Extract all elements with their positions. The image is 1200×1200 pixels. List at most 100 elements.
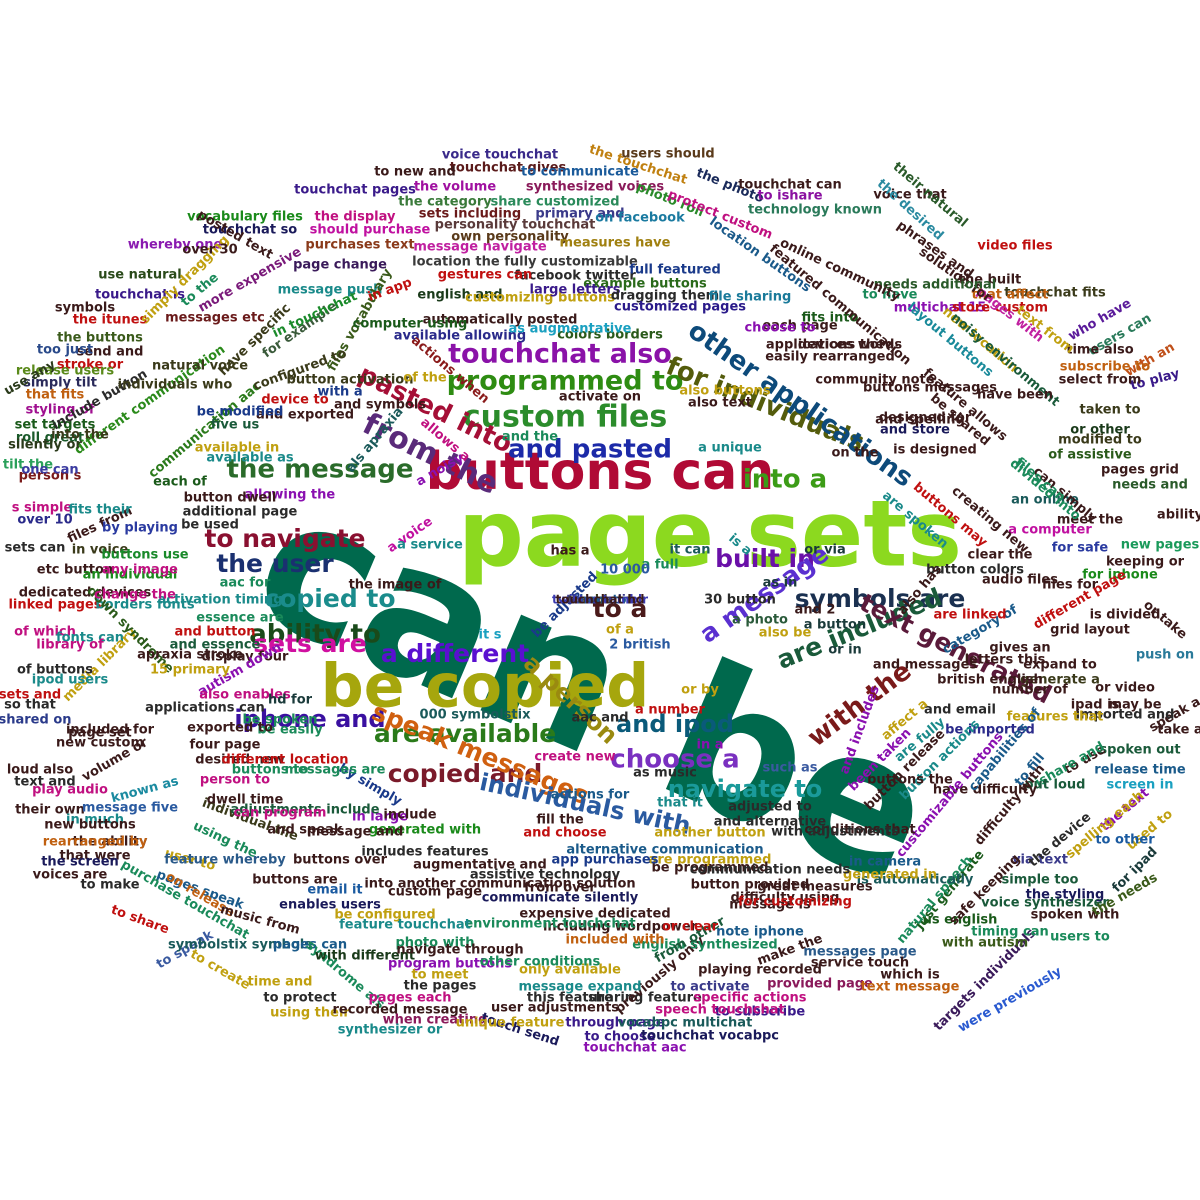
cloud-word: symbols (55, 301, 115, 316)
cloud-word: playing recorded (698, 963, 822, 978)
cloud-word: 15 primary (150, 663, 231, 678)
cloud-word: button dwell (184, 491, 277, 506)
cloud-word: buttons to (232, 763, 309, 778)
cloud-word: with different (315, 949, 415, 964)
cloud-word: alternative communication (566, 843, 763, 858)
cloud-word: and exported (256, 408, 354, 423)
cloud-word: to protect (263, 991, 336, 1006)
cloud-word: modified to (1058, 433, 1142, 448)
cloud-word: to choose (584, 1030, 655, 1045)
cloud-word: file sharing (709, 290, 792, 305)
cloud-word: over 30 (182, 243, 237, 258)
cloud-word: expand to (1023, 658, 1097, 673)
cloud-word: to other (1095, 833, 1155, 848)
cloud-word: send and (77, 345, 144, 360)
cloud-word: enables users (279, 898, 381, 913)
cloud-word: including wordpower (543, 920, 698, 935)
cloud-word: text and (14, 775, 76, 790)
cloud-word: to create (187, 947, 252, 993)
cloud-word: email it (307, 883, 362, 898)
cloud-word: dragging them (611, 289, 719, 304)
cloud-word: new custom (56, 736, 144, 751)
cloud-word: via text (1012, 853, 1068, 868)
cloud-word: and the (502, 430, 558, 445)
cloud-word: messages page (803, 945, 916, 960)
cloud-word: audio files (982, 573, 1058, 588)
cloud-word: customized pages (614, 300, 746, 315)
cloud-word: a number (635, 703, 705, 718)
cloud-word: each page (762, 319, 837, 334)
cloud-word: touchchat pages (294, 183, 416, 198)
cloud-word: users should (621, 147, 714, 162)
cloud-word: sets including (419, 207, 521, 222)
cloud-word: a button (804, 618, 866, 633)
cloud-word: on facebook (595, 211, 685, 226)
cloud-word: etc button (37, 563, 113, 578)
cloud-word: sets are (253, 629, 367, 658)
cloud-word: app purchases (552, 853, 659, 868)
cloud-word: programmed to (447, 366, 684, 397)
cloud-word: use natural (98, 268, 181, 283)
cloud-word: can program (234, 806, 327, 821)
cloud-word: the image of (349, 578, 442, 593)
cloud-word: in much (66, 813, 124, 828)
cloud-word: desired new (195, 753, 284, 768)
cloud-word: example buttons (583, 277, 707, 292)
cloud-word: stroke or (57, 358, 124, 373)
cloud-word: large letters (530, 283, 621, 298)
cloud-word: push on (1136, 648, 1194, 663)
cloud-word: easily rearranged (765, 350, 895, 365)
cloud-word: and button (174, 625, 255, 640)
cloud-word: sets and (0, 688, 61, 703)
cloud-word: program buttons (388, 957, 512, 972)
cloud-word: be easily (257, 723, 323, 738)
cloud-word: number of (992, 683, 1068, 698)
cloud-word: touchchat is (95, 288, 185, 303)
cloud-word: custom files (463, 400, 667, 435)
cloud-word: spoken out (1099, 743, 1180, 758)
cloud-word: touchchat so (203, 223, 298, 238)
cloud-word: message push (278, 283, 383, 298)
cloud-word: fonts can (56, 631, 124, 646)
cloud-word: included for (66, 723, 155, 738)
cloud-word: users to (1050, 930, 1110, 945)
cloud-word: out loud (1025, 778, 1086, 793)
cloud-word: to communicate (521, 165, 639, 180)
cloud-word: new pages (1121, 538, 1200, 553)
cloud-word: aac and (571, 711, 628, 726)
cloud-word: ability to (249, 620, 381, 650)
cloud-word: vocabpc multichat (618, 1016, 753, 1031)
cloud-word: s simple (12, 501, 73, 516)
cloud-word: one can (21, 463, 78, 478)
cloud-word: into another communication solution (364, 877, 635, 892)
cloud-word: on the (832, 446, 879, 461)
cloud-word: only available (519, 963, 621, 978)
cloud-word: has a (550, 544, 589, 559)
cloud-word: imported and (1076, 708, 1175, 723)
cloud-word: copied and (388, 759, 543, 788)
cloud-word: this feature (527, 991, 613, 1006)
cloud-word: in large (352, 810, 408, 825)
cloud-word: meet the (1057, 513, 1123, 528)
cloud-word: the ability (73, 835, 148, 850)
cloud-word: needs and (1112, 478, 1188, 493)
cloud-word: it can (670, 543, 711, 558)
cloud-word: the volume (414, 180, 496, 195)
cloud-word: as music (633, 766, 697, 781)
cloud-word: messages are (285, 763, 386, 778)
cloud-word: ipod users (32, 673, 109, 688)
cloud-word: and essence (170, 638, 261, 653)
cloud-word: loud also (7, 763, 73, 778)
cloud-word: voices are (33, 868, 108, 883)
cloud-word: in a (696, 738, 723, 753)
cloud-word: through page (565, 1016, 665, 1031)
cloud-word: and 2 (795, 603, 836, 618)
cloud-word: or in (828, 643, 862, 658)
cloud-word: touchchat can (738, 178, 842, 193)
cloud-word: multichat 15 (894, 301, 987, 316)
cloud-word: whereby one (128, 238, 223, 253)
cloud-word: included with (565, 933, 664, 948)
cloud-word: 2 british (609, 638, 670, 653)
cloud-word: actions for (551, 788, 630, 803)
cloud-word: applications the (766, 338, 884, 353)
